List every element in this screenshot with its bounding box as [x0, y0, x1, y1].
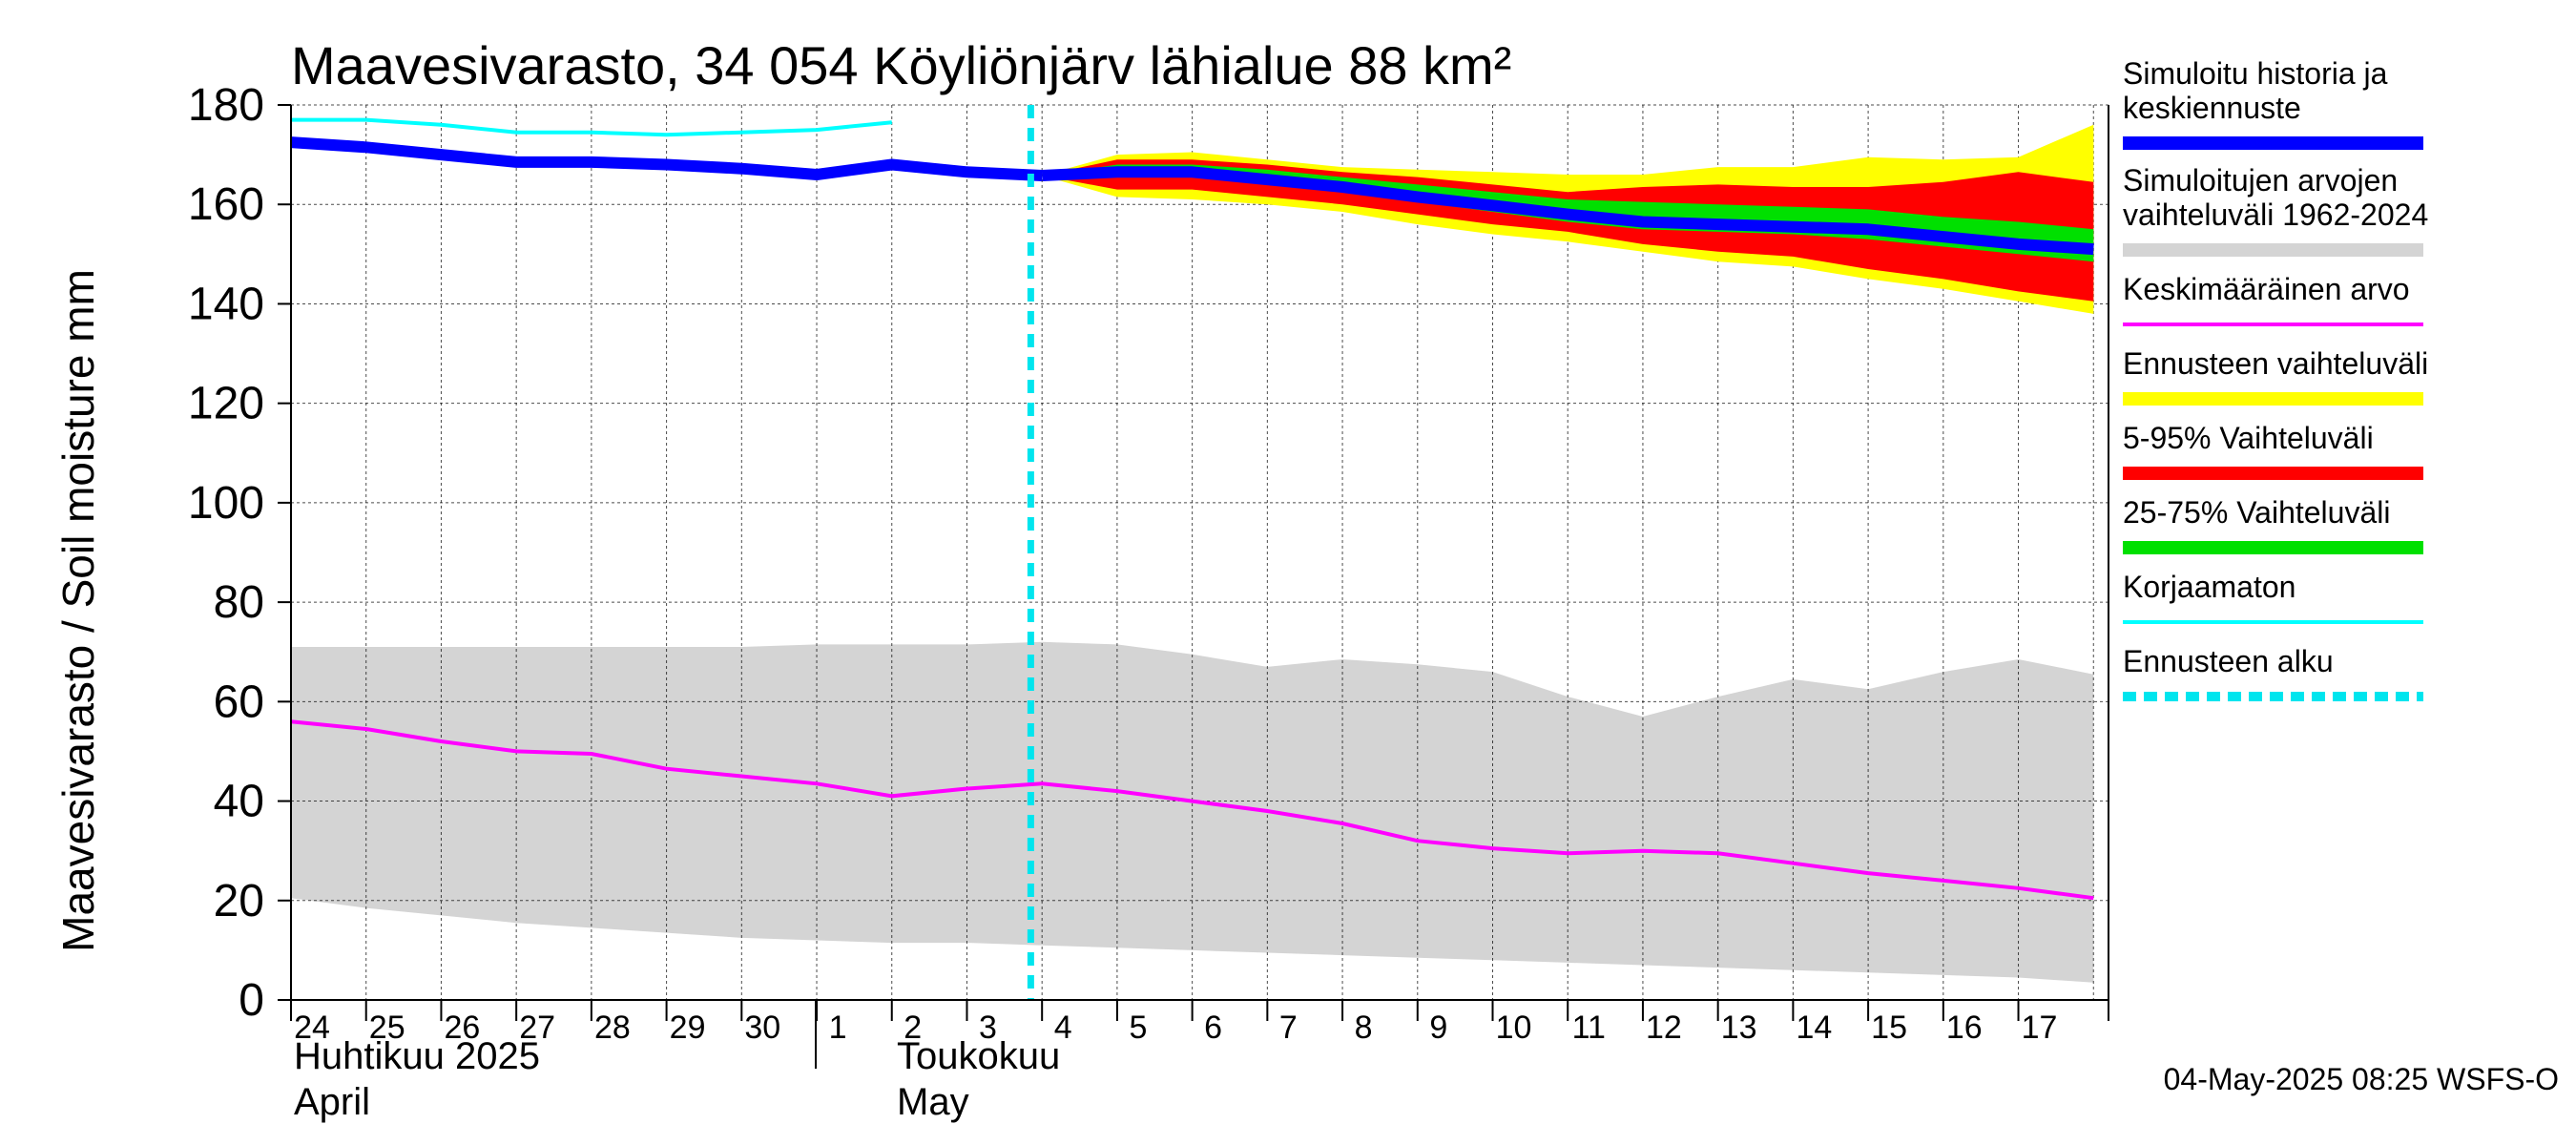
x-tick-label: 9 [1429, 1010, 1447, 1046]
x-tick-label: 2 [904, 1010, 922, 1046]
x-tick-label: 11 [1572, 1010, 1606, 1046]
legend-label: 25-75% Vaihteluväli [2123, 495, 2390, 530]
x-tick-label: 12 [1646, 1010, 1682, 1046]
month-label-may-en: May [897, 1081, 969, 1123]
x-tick-label: 28 [594, 1010, 631, 1046]
legend-label: Ennusteen alku [2123, 644, 2334, 678]
legend-label: keskiennuste [2123, 91, 2301, 125]
y-tick-label: 0 [239, 975, 264, 1026]
legend-item: 5-95% Vaihteluväli [2123, 421, 2423, 480]
legend-item: Keskimääräinen arvo [2123, 272, 2423, 326]
legend-label: Simuloitu historia ja [2123, 56, 2388, 91]
legend-item: Ennusteen alku [2123, 644, 2423, 701]
timestamp: 04-May-2025 08:25 WSFS-O [2164, 1062, 2559, 1096]
x-tick-label: 7 [1279, 1010, 1298, 1046]
p5-95-band [1042, 159, 2094, 302]
month-label-april-en: April [294, 1081, 370, 1123]
y-tick-label: 60 [214, 677, 264, 727]
legend-item: 25-75% Vaihteluväli [2123, 495, 2423, 554]
y-axis-label: Maavesivarasto / Soil moisture mm [53, 269, 103, 952]
legend: Simuloitu historia jakeskiennusteSimuloi… [2123, 56, 2428, 701]
x-tick-label: 15 [1871, 1010, 1907, 1046]
x-tick-label: 30 [744, 1010, 780, 1046]
x-tick-label: 25 [369, 1010, 405, 1046]
legend-label: Ennusteen vaihteluväli [2123, 346, 2428, 381]
uncorrected-line [291, 117, 892, 137]
y-tick-label: 120 [188, 379, 264, 429]
month-label-april-fi: Huhtikuu 2025 [294, 1035, 540, 1077]
y-tick-label: 160 [188, 179, 264, 230]
x-tick-label: 3 [979, 1010, 997, 1046]
x-tick-label: 10 [1496, 1010, 1532, 1046]
x-tick-label: 17 [2022, 1010, 2058, 1046]
legend-label: Keskimääräinen arvo [2123, 272, 2410, 306]
x-tick-label: 27 [519, 1010, 555, 1046]
history-line [290, 136, 1043, 181]
chart-title: Maavesivarasto, 34 054 Köyliönjärv lähia… [291, 35, 1511, 95]
y-tick-label: 180 [188, 80, 264, 131]
x-tick-label: 24 [294, 1010, 330, 1046]
forecast-median-line [1041, 166, 2094, 256]
x-tick-label: 14 [1796, 1010, 1832, 1046]
x-tick-label: 1 [829, 1010, 847, 1046]
plot-area [290, 104, 2109, 1000]
x-tick-label: 5 [1129, 1010, 1147, 1046]
y-tick-label: 20 [214, 876, 264, 926]
y-tick-label: 40 [214, 777, 264, 827]
y-tick-label: 100 [188, 478, 264, 529]
x-tick-label: 13 [1721, 1010, 1757, 1046]
y-tick-label: 80 [214, 577, 264, 628]
x-tick-label: 6 [1204, 1010, 1222, 1046]
y-tick-label: 140 [188, 279, 264, 329]
legend-label: vaihteluväli 1962-2024 [2123, 198, 2428, 232]
x-tick-label: 16 [1946, 1010, 1983, 1046]
legend-label: Korjaamaton [2123, 570, 2296, 604]
x-tick-label: 26 [445, 1010, 481, 1046]
month-label-may-fi: Toukokuu [897, 1035, 1060, 1077]
x-tick-label: 4 [1054, 1010, 1072, 1046]
x-tick-label: 8 [1355, 1010, 1373, 1046]
legend-label: 5-95% Vaihteluväli [2123, 421, 2374, 455]
legend-item: Korjaamaton [2123, 570, 2423, 624]
x-tick-label: 29 [670, 1010, 706, 1046]
legend-item: Ennusteen vaihteluväli [2123, 346, 2428, 406]
legend-label: Simuloitujen arvojen [2123, 163, 2398, 198]
x-month-labels: Huhtikuu 2025 April Toukokuu May [294, 1035, 1060, 1123]
mean-line [290, 719, 2094, 901]
